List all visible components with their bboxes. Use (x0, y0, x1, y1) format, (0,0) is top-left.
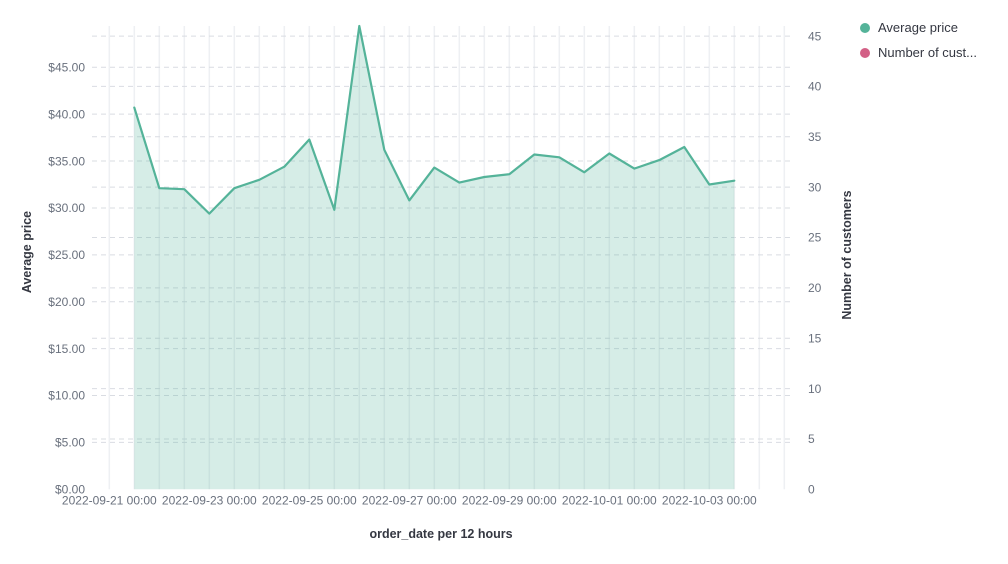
tick-label: $0.00 (55, 483, 85, 497)
left-axis-title: Average price (20, 210, 34, 294)
right-axis-tick-labels: 0 5 10 15 20 25 30 35 40 45 (808, 29, 822, 496)
x-axis-tick-labels: 2022-09-21 00:00 2022-09-23 00:00 2022-09-… (62, 494, 757, 508)
tick-label: 2022-09-23 00:00 (162, 494, 257, 508)
x-gridlines (108, 26, 786, 490)
left-axis-tick-labels: $0.00 $5.00 $10.00 $15.00 $20.00 $25.00 $30.00… (48, 60, 85, 496)
x-axis-title: order_date per 12 hours (369, 527, 513, 541)
tick-label: $40.00 (48, 107, 85, 121)
tick-label: $5.00 (55, 436, 85, 450)
average-price-area[interactable] (134, 26, 735, 490)
tick-label: $20.00 (48, 295, 85, 309)
legend-dot-icon (860, 47, 870, 58)
tick-label: $10.00 (48, 389, 85, 403)
price-area-series[interactable] (133, 24, 736, 490)
legend-item-average-price[interactable]: Average price (860, 20, 977, 35)
tick-label: 2022-10-03 00:00 (662, 494, 757, 508)
tick-label: 25 (808, 231, 822, 245)
legend-dot-icon (860, 22, 870, 33)
tick-label: 2022-09-29 00:00 (462, 494, 557, 508)
tick-label: 2022-10-01 00:00 (562, 494, 657, 508)
legend-item-label: Number of cust... (878, 45, 977, 60)
tick-label: 45 (808, 29, 822, 43)
tick-label: 20 (808, 281, 822, 295)
tick-label: 2022-09-27 00:00 (362, 494, 457, 508)
tick-label: 0 (808, 483, 815, 497)
tick-label: $25.00 (48, 248, 85, 262)
tick-label: 30 (808, 180, 822, 194)
tick-label: 15 (808, 331, 822, 345)
legend-item-number-of-customers[interactable]: Number of cust... (860, 45, 977, 60)
tick-label: 35 (808, 130, 822, 144)
tick-label: 5 (808, 432, 815, 446)
legend: Average price Number of cust... (860, 20, 977, 60)
tick-label: 40 (808, 80, 822, 94)
tick-label: $15.00 (48, 342, 85, 356)
right-axis-title: Number of customers (840, 190, 854, 320)
tick-label: $45.00 (48, 60, 85, 74)
tick-label: 10 (808, 382, 822, 396)
tick-label: $35.00 (48, 154, 85, 168)
legend-item-label: Average price (878, 20, 958, 35)
tick-label: 2022-09-21 00:00 (62, 494, 157, 508)
tick-label: $30.00 (48, 201, 85, 215)
average-price-line (133, 24, 736, 215)
tick-label: 2022-09-25 00:00 (262, 494, 357, 508)
